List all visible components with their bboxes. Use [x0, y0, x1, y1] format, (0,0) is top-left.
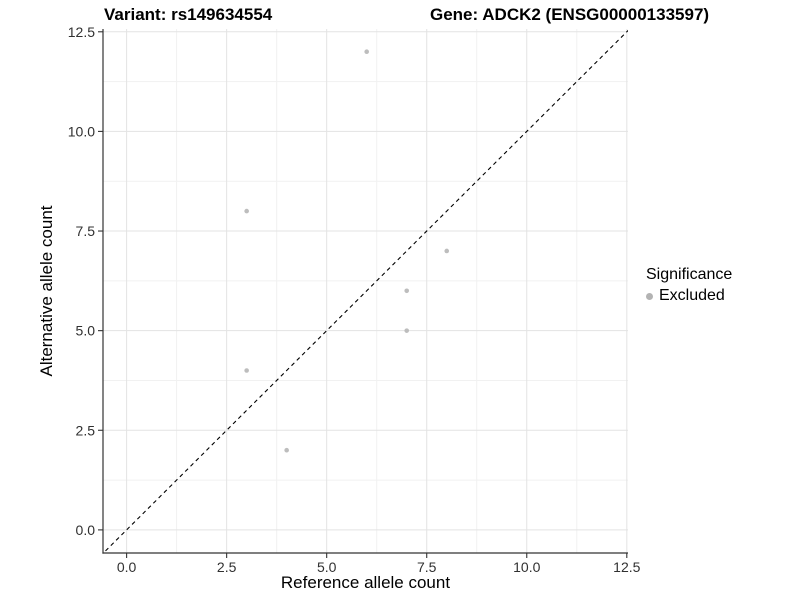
y-tick-label: 5.0 — [76, 323, 96, 339]
axes — [102, 29, 628, 554]
legend-item-label: Excluded — [659, 287, 725, 304]
x-tick-label: 10.0 — [513, 559, 540, 575]
tick-marks — [98, 31, 628, 558]
data-point — [444, 248, 450, 254]
y-tick-label: 0.0 — [76, 522, 96, 538]
identity-line — [103, 29, 628, 553]
y-tick-label: 2.5 — [76, 422, 96, 438]
data-point — [404, 288, 410, 294]
data-point — [244, 368, 249, 373]
x-tick-label: 0.0 — [117, 559, 137, 575]
y-tick-labels: 0.0 2.5 5.0 7.5 10.0 12.5 — [68, 24, 95, 538]
plot-title-variant: Variant: rs149634554 — [104, 5, 273, 24]
data-point — [284, 447, 289, 453]
grid-minor — [103, 29, 628, 553]
data-point — [244, 208, 249, 214]
y-tick-label: 10.0 — [68, 123, 95, 139]
y-axis-title: Alternative allele count — [37, 205, 56, 377]
legend-item-excluded: Excluded — [646, 287, 732, 305]
plot-title-gene: Gene: ADCK2 (ENSG00000133597) — [430, 5, 710, 24]
legend: Significance Excluded — [646, 266, 732, 305]
x-tick-label: 12.5 — [613, 559, 640, 575]
data-points — [244, 49, 450, 453]
x-tick-label: 5.0 — [317, 559, 337, 575]
y-tick-label: 12.5 — [68, 24, 95, 40]
x-tick-labels: 0.0 2.5 5.0 7.5 10.0 12.5 — [117, 559, 641, 575]
y-tick-label: 7.5 — [76, 223, 96, 239]
x-axis-title: Reference allele count — [280, 573, 451, 592]
data-point — [404, 328, 410, 333]
grid-major — [103, 29, 628, 553]
legend-key-dot-icon — [646, 292, 653, 300]
data-point — [364, 49, 370, 55]
legend-title: Significance — [646, 266, 733, 283]
x-tick-label: 7.5 — [417, 559, 437, 575]
x-tick-label: 2.5 — [217, 559, 237, 575]
